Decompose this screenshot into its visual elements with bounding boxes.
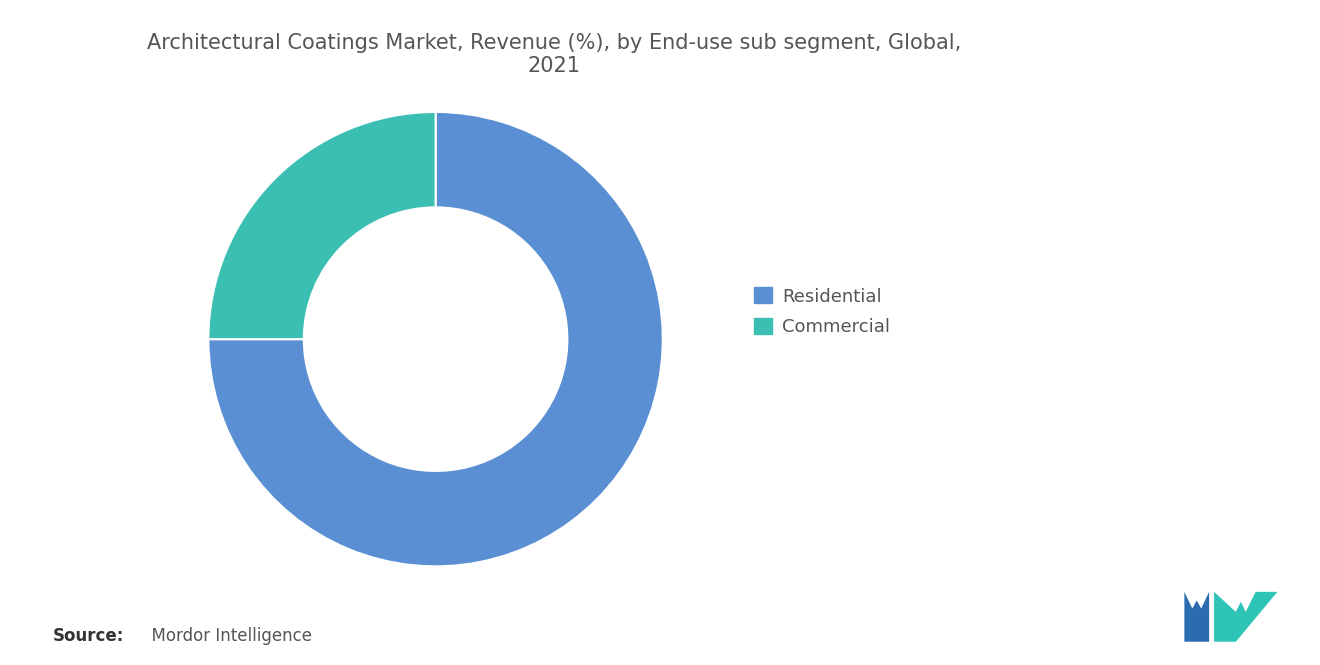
Text: Mordor Intelligence: Mordor Intelligence xyxy=(141,627,313,645)
Legend: Residential, Commercial: Residential, Commercial xyxy=(744,278,899,346)
Text: Source:: Source: xyxy=(53,627,124,645)
Wedge shape xyxy=(209,112,436,339)
Wedge shape xyxy=(209,112,663,567)
Text: Architectural Coatings Market, Revenue (%), by End-use sub segment, Global,
2021: Architectural Coatings Market, Revenue (… xyxy=(148,33,961,76)
